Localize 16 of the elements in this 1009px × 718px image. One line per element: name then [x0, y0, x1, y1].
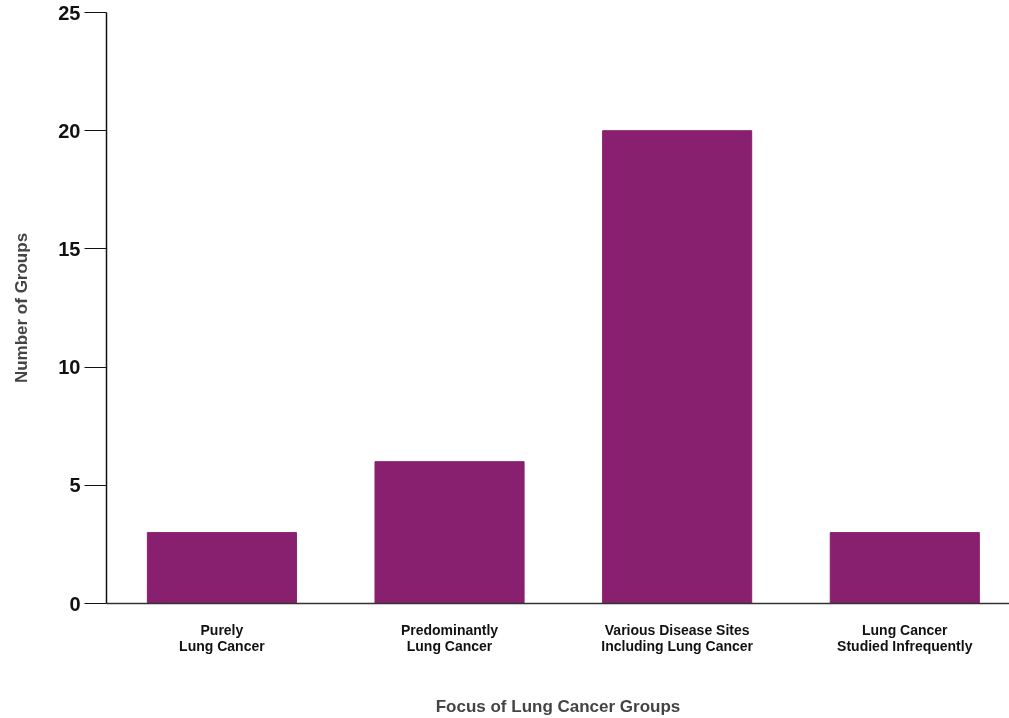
x-tick-label: Lung Cancer Studied Infrequently [837, 621, 973, 654]
x-tick-label: Various Disease Sites Including Lung Cancer [601, 621, 754, 654]
x-axis-title: Focus of Lung Cancer Groups [435, 696, 681, 716]
bar [146, 532, 297, 604]
x-tick-label: Predominantly Lung Cancer [400, 621, 499, 654]
y-tick-label: 0 [69, 592, 81, 615]
y-tick-label: 20 [58, 119, 81, 142]
y-tick-label: 5 [69, 474, 81, 497]
y-tick-label: 25 [58, 1, 81, 24]
y-tick-label: 15 [58, 237, 81, 260]
y-axis-title: Number of Groups [12, 232, 32, 384]
bar [829, 532, 980, 604]
x-tick-label: Purely Lung Cancer [179, 621, 266, 654]
bar [374, 461, 525, 604]
bar [602, 130, 753, 604]
y-tick-label: 10 [58, 356, 81, 379]
